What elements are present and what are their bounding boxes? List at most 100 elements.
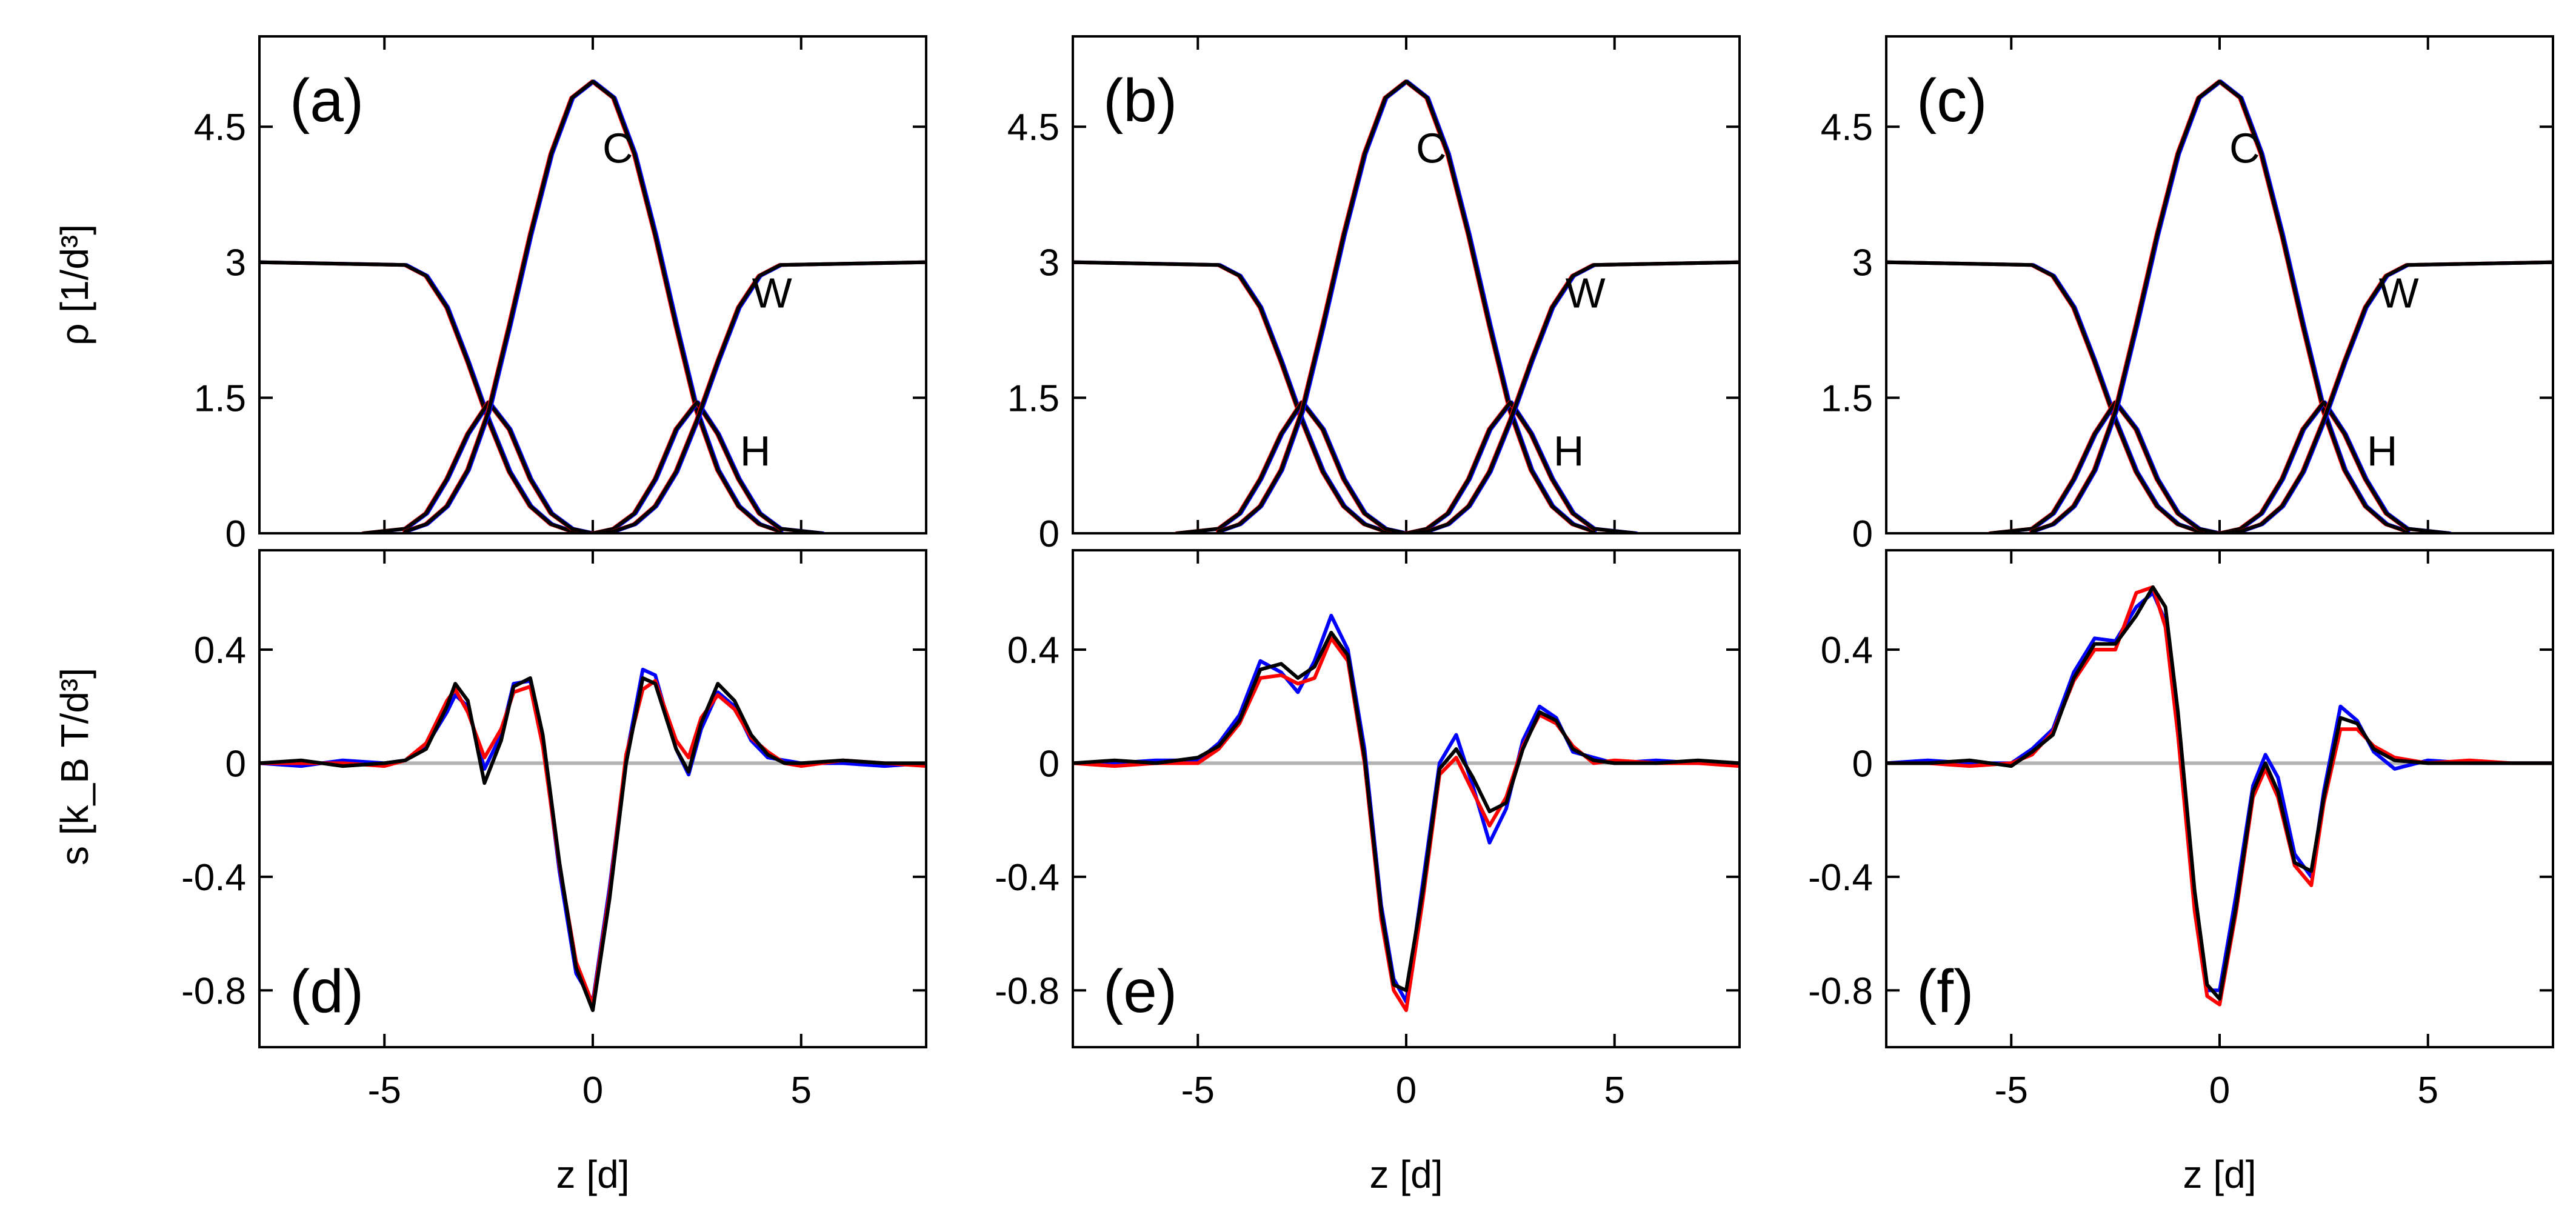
- panel-d: -0.8 -0.4 0 0.4 -5 0 5 (d): [181, 549, 927, 1111]
- series-blue: [1886, 591, 2553, 993]
- profile-c-black: [403, 79, 782, 533]
- profile-h-right-red: [2217, 400, 2450, 533]
- series-red: [1073, 636, 1740, 1013]
- series-group: [1886, 585, 2553, 1007]
- panel-label: (a): [290, 67, 364, 135]
- series-black: [1073, 630, 1740, 993]
- x-axis-label-a: z [d]: [556, 1153, 630, 1196]
- panel-a: 0 1.5 3 4.5 C W H (a): [194, 35, 927, 555]
- series-red: [259, 679, 926, 1007]
- x-axis-label-c: z [d]: [2183, 1153, 2257, 1196]
- y-tick-label: 0.4: [1821, 630, 1873, 671]
- y-tick-label: 4.5: [1821, 107, 1873, 148]
- profile-h-right-red: [1403, 400, 1637, 533]
- y-tick-label: 0: [1039, 513, 1059, 555]
- profile-c-blue: [404, 79, 784, 533]
- curve-label-h: H: [1553, 427, 1584, 474]
- profile-w-left-red: [1073, 260, 1407, 533]
- x-axis-label-b: z [d]: [1370, 1153, 1443, 1196]
- curve-label-c: C: [1416, 125, 1447, 172]
- curve-label-h: H: [740, 427, 771, 474]
- plot-frame: [258, 35, 927, 534]
- plot-frame: [258, 549, 927, 1048]
- profile-w-left-blue: [1073, 260, 1410, 533]
- series-group: [1886, 79, 2553, 533]
- profile-h-right-black: [2218, 400, 2451, 533]
- y-tick-label: 3: [1039, 242, 1059, 284]
- curve-label-h: H: [2367, 427, 2398, 474]
- series-black: [1886, 585, 2553, 1001]
- series-black: [259, 676, 926, 1013]
- panel-b: 0 1.5 3 4.5 C W H (b): [1007, 35, 1741, 555]
- profile-w-right-black: [591, 260, 926, 533]
- y-tick-label: 1.5: [194, 378, 246, 419]
- profile-c-blue: [1218, 79, 1597, 533]
- profile-h-left-blue: [1989, 400, 2223, 533]
- y-tick-label: -0.4: [1808, 857, 1873, 899]
- x-tick-label: -5: [1181, 1070, 1215, 1111]
- y-tick-label: 0.4: [1007, 630, 1059, 671]
- panel-label: (d): [290, 957, 364, 1025]
- series-group: [1073, 79, 1740, 533]
- profile-w-left-red: [1886, 260, 2221, 533]
- profile-w-left-black: [259, 260, 595, 533]
- curve-label-c: C: [602, 125, 633, 172]
- profile-w-right-black: [1404, 260, 1740, 533]
- profile-w-left-black: [1886, 260, 2221, 533]
- x-tick-label: 0: [1396, 1070, 1416, 1111]
- series-group: [259, 667, 926, 1013]
- profile-h-right-black: [591, 400, 824, 533]
- y-tick-label: 1.5: [1821, 378, 1873, 419]
- y-tick-label: -0.4: [995, 857, 1059, 899]
- profile-h-right-red: [590, 400, 823, 533]
- y-tick-label: 0: [1852, 513, 1873, 555]
- x-tick-label: 5: [791, 1070, 812, 1111]
- y-tick-label: -0.4: [181, 857, 246, 899]
- profile-h-left-blue: [362, 400, 596, 533]
- profile-w-right-black: [2218, 260, 2553, 533]
- profile-c-black: [1216, 79, 1596, 533]
- curve-label-w: W: [752, 269, 792, 316]
- profile-c-red: [1216, 79, 1595, 533]
- y-tick-label: -0.8: [1808, 970, 1873, 1012]
- series-blue: [259, 667, 926, 1004]
- y-tick-label: 0: [225, 743, 246, 785]
- panel-c: 0 1.5 3 4.5 C W H (c): [1821, 35, 2554, 555]
- y-tick-label: 0: [1039, 743, 1059, 785]
- profile-w-left-red: [259, 260, 594, 533]
- profile-c-black: [2030, 79, 2409, 533]
- y-tick-label: 0: [225, 513, 246, 555]
- y-tick-label: -0.8: [995, 970, 1059, 1012]
- plot-frame: [1885, 35, 2554, 534]
- y-tick-label: 0.4: [194, 630, 246, 671]
- curve-label-w: W: [1566, 269, 1606, 316]
- series-group: [1073, 613, 1740, 1013]
- x-tick-label: 0: [2209, 1070, 2230, 1111]
- y-tick-label: 4.5: [1007, 107, 1059, 148]
- panel-label: (f): [1917, 957, 1974, 1025]
- profile-c-red: [402, 79, 781, 533]
- series-group: [259, 79, 926, 533]
- x-tick-label: 0: [582, 1070, 603, 1111]
- y-tick-label: 1.5: [1007, 378, 1059, 419]
- chart-panels: 0 1.5 3 4.5 C W H (a) 0 1.5 3 4.5 C W H (b) 0 1.5 3 4.5 C W H (…: [181, 35, 2554, 1111]
- plot-frame: [1885, 549, 2554, 1048]
- curve-label-w: W: [2379, 269, 2419, 316]
- panel-f: -0.8 -0.4 0 0.4 -5 0 5 (f): [1808, 549, 2554, 1111]
- x-tick-label: 5: [1604, 1070, 1625, 1111]
- profile-c-red: [2029, 79, 2408, 533]
- profile-h-left-blue: [1176, 400, 1410, 533]
- y-axis-label-top: ρ [1/d³]: [53, 224, 96, 345]
- panel-label: (b): [1103, 67, 1177, 135]
- y-tick-label: 4.5: [194, 107, 246, 148]
- x-tick-label: -5: [1995, 1070, 2028, 1111]
- profile-w-left-blue: [259, 260, 596, 533]
- y-axis-label-bottom: s [k_B T/d³]: [53, 668, 96, 865]
- profile-w-left-blue: [1886, 260, 2223, 533]
- y-tick-label: -0.8: [181, 970, 246, 1012]
- plot-frame: [1072, 549, 1741, 1048]
- series-blue: [1073, 613, 1740, 1004]
- profile-h-right-black: [1404, 400, 1638, 533]
- plot-frame: [1072, 35, 1741, 534]
